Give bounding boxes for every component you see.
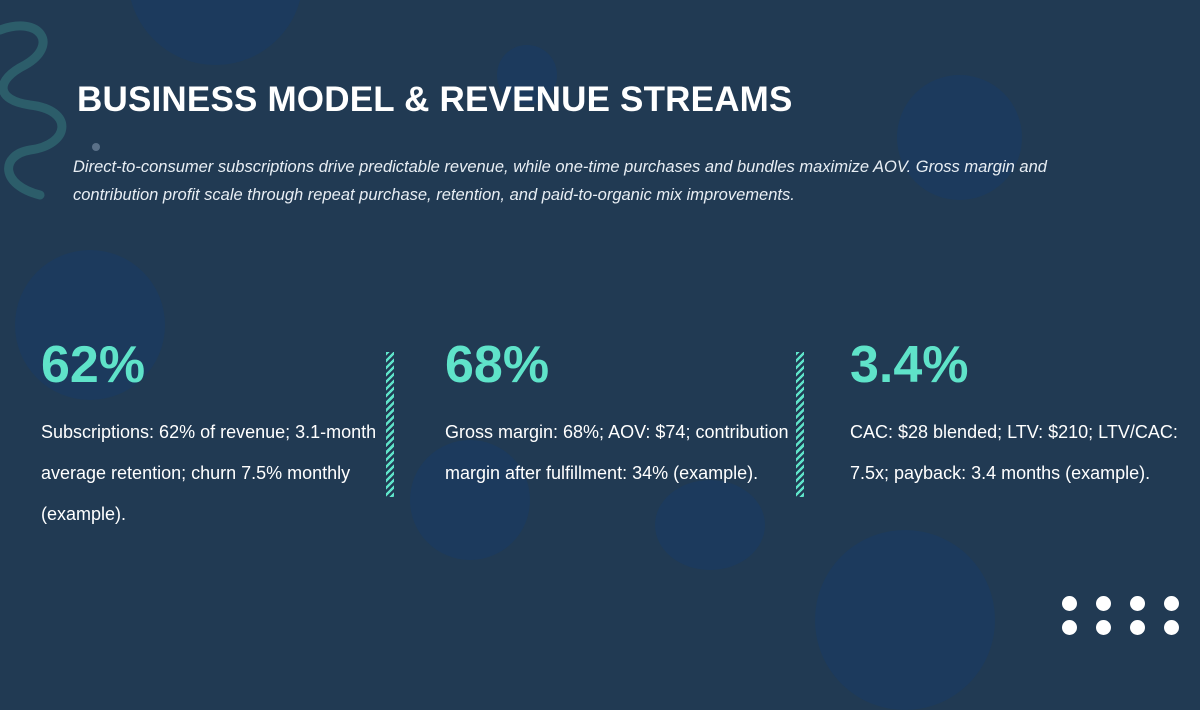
decor-circle xyxy=(815,530,995,710)
decor-circle xyxy=(15,250,165,400)
dot-grid-decoration xyxy=(1062,596,1179,635)
stat-description: Gross margin: 68%; AOV: $74; contributio… xyxy=(445,422,789,483)
stat-value: 62% xyxy=(41,336,146,394)
stat-description: CAC: $28 blended; LTV: $210; LTV/CAC: 7.… xyxy=(850,422,1178,483)
decor-circle xyxy=(128,0,303,65)
decor-circle xyxy=(410,440,530,560)
stat-card-subscriptions: 62% Subscriptions: 62% of revenue; 3.1-m… xyxy=(41,335,391,535)
stat-value: 3.4% xyxy=(850,336,969,394)
page-title: BUSINESS MODEL & REVENUE STREAMS xyxy=(77,80,793,119)
page-subtitle: Direct-to-consumer subscriptions drive p… xyxy=(73,158,1047,204)
hatched-divider xyxy=(796,352,804,497)
dot xyxy=(1062,596,1077,611)
dot xyxy=(1096,620,1111,635)
decor-circle xyxy=(897,75,1022,200)
hatched-divider xyxy=(386,352,394,497)
decor-circle xyxy=(655,480,765,570)
stat-card-gross-margin: 68% Gross margin: 68%; AOV: $74; contrib… xyxy=(445,335,795,494)
stat-card-cac: 3.4% CAC: $28 blended; LTV: $210; LTV/CA… xyxy=(850,335,1200,494)
dot xyxy=(1164,620,1179,635)
dot xyxy=(1062,620,1077,635)
dot xyxy=(1130,620,1145,635)
dot xyxy=(1096,596,1111,611)
stat-value: 68% xyxy=(445,336,550,394)
stat-description: Subscriptions: 62% of revenue; 3.1-month… xyxy=(41,422,377,524)
dot xyxy=(1130,596,1145,611)
decor-circle xyxy=(497,45,557,105)
swirl-decoration xyxy=(0,21,100,200)
dot xyxy=(1164,596,1179,611)
